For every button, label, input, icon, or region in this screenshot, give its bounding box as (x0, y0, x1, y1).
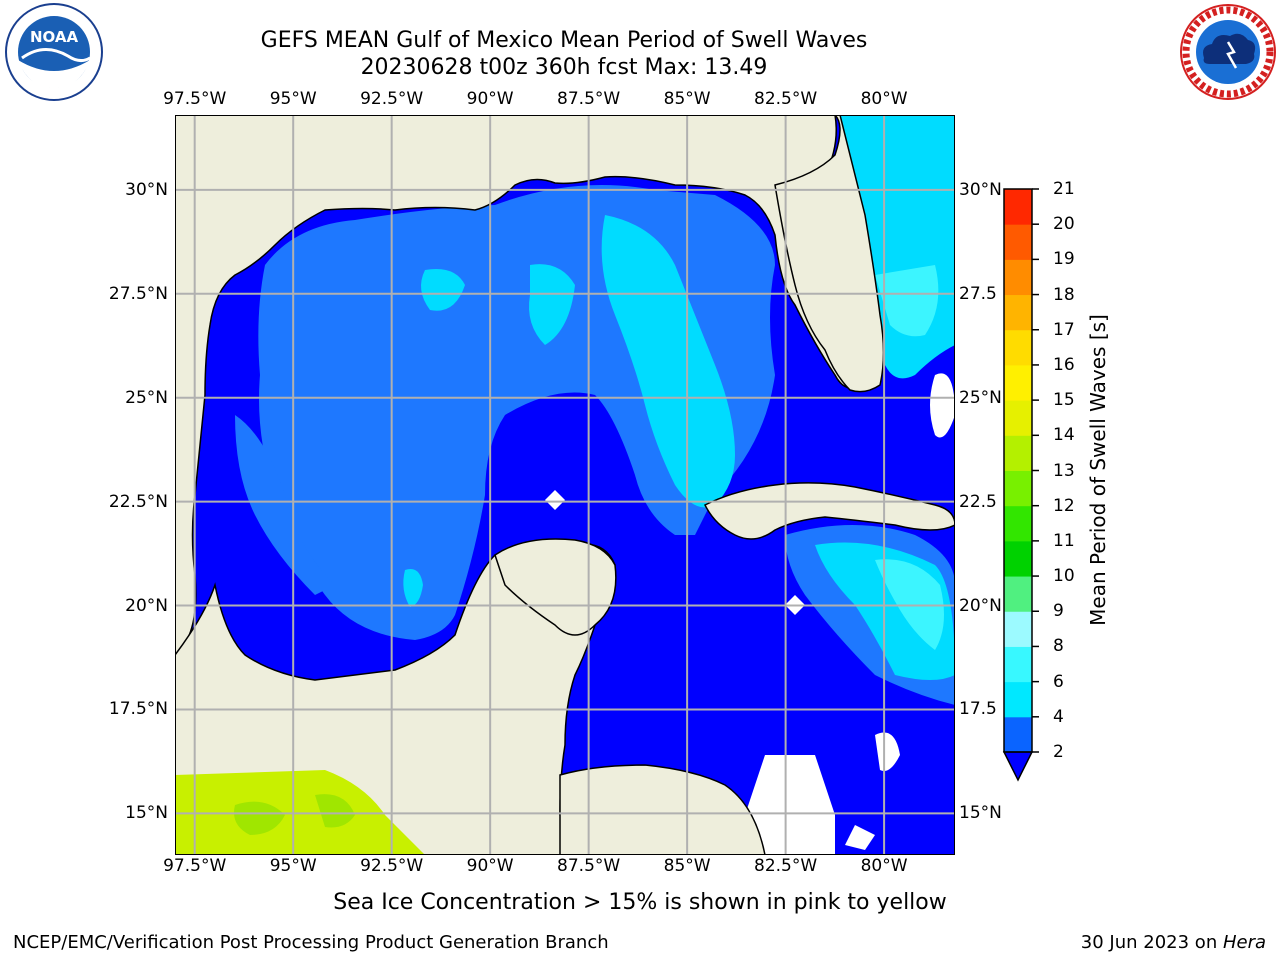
colorbar-tick-label: 11 (1053, 530, 1075, 551)
longitude-tick-label: 82.5°W (754, 856, 818, 876)
svg-text:NOAA: NOAA (30, 28, 79, 46)
colorbar-tick-label: 15 (1053, 390, 1075, 411)
colorbar-segment (1004, 435, 1032, 471)
colorbar-tick-label: 12 (1053, 495, 1075, 516)
latitude-tick-label: 25°N (959, 387, 1002, 408)
longitude-tick-label: 80°W (860, 856, 908, 876)
colorbar-tick-label: 19 (1053, 249, 1075, 270)
chart-title-line1: GEFS MEAN Gulf of Mexico Mean Period of … (260, 28, 868, 53)
colorbar-label: Mean Period of Swell Waves [s] (1086, 314, 1110, 626)
colorbar-tick-label: 4 (1053, 706, 1064, 727)
longitude-tick-label: 82.5°W (754, 89, 818, 109)
colorbar-tick-label: 16 (1053, 354, 1075, 375)
colorbar-extend-arrow (1002, 751, 1034, 782)
swell-region-6-8 (601, 215, 735, 508)
credit-text: NCEP/EMC/Verification Post Processing Pr… (13, 932, 609, 953)
colorbar-segment (1004, 400, 1032, 436)
noaa-logo: NOAA (5, 3, 103, 101)
colorbar-segment (1004, 611, 1032, 647)
colorbar (1002, 188, 1039, 782)
longitude-tick-label: 97.5°W (163, 856, 227, 876)
colorbar-segment (1004, 224, 1032, 260)
colorbar-segment (1004, 540, 1032, 577)
machine-name: Hera (1222, 932, 1266, 953)
latitude-tick-label: 17.5 (959, 699, 997, 720)
map-plot (175, 115, 955, 855)
colorbar-tick-label: 10 (1053, 566, 1075, 587)
colorbar-segment (1004, 189, 1032, 225)
latitude-tick-label: 20°N (125, 595, 168, 616)
latitude-tick-label: 30°N (959, 179, 1002, 200)
colorbar-segment (1004, 716, 1032, 753)
longitude-tick-label: 97.5°W (163, 89, 227, 109)
colorbar-tick-label: 8 (1053, 636, 1064, 657)
longitude-tick-label: 95°W (269, 856, 317, 876)
latitude-tick-label: 27.5 (959, 283, 997, 304)
longitude-tick-label: 95°W (269, 89, 317, 109)
land-cuba (703, 482, 955, 540)
latitude-tick-label: 25°N (125, 387, 168, 408)
graticule (175, 115, 955, 855)
colorbar-tick-label: 20 (1053, 214, 1075, 235)
chart-title-line2: 20230628 t00z 360h fcst Max: 13.49 (360, 55, 768, 80)
colorbar-segment (1004, 259, 1032, 296)
colorbar-tick-label: 14 (1053, 425, 1075, 446)
colorbar-tick-label: 17 (1053, 319, 1075, 340)
colorbar-tick-label: 13 (1053, 460, 1075, 481)
longitude-tick-label: 90°W (466, 856, 514, 876)
longitude-tick-label: 85°W (663, 856, 711, 876)
latitude-tick-label: 27.5°N (108, 283, 168, 304)
latitude-tick-label: 22.5°N (108, 491, 168, 512)
longitude-tick-label: 92.5°W (360, 89, 424, 109)
latitude-tick-label: 17.5°N (108, 699, 168, 720)
colorbar-segment (1004, 576, 1032, 612)
colorbar-segment (1004, 470, 1032, 507)
colorbar-tick-label: 2 (1053, 742, 1064, 762)
colorbar-segment (1004, 681, 1032, 718)
colorbar-segment (1004, 364, 1032, 401)
colorbar-segment (1004, 294, 1032, 331)
latitude-tick-label: 20°N (959, 595, 1002, 616)
latitude-tick-label: 30°N (125, 179, 168, 200)
colorbar-segment (1004, 329, 1032, 366)
longitude-tick-label: 90°W (466, 89, 514, 109)
longitude-tick-label: 87.5°W (557, 89, 621, 109)
latitude-tick-label: 15°N (125, 803, 168, 824)
longitude-tick-label: 80°W (860, 89, 908, 109)
colorbar-segment (1004, 646, 1032, 683)
colorbar-tick-label: 6 (1053, 671, 1064, 692)
longitude-tick-label: 85°W (663, 89, 711, 109)
colorbar-tick-label: 21 (1053, 179, 1075, 199)
longitude-tick-label: 92.5°W (360, 856, 424, 876)
colorbar-tick-label: 18 (1053, 284, 1075, 305)
latitude-tick-label: 22.5 (959, 491, 997, 512)
nws-logo (1180, 4, 1276, 100)
colorbar-tick-label: 9 (1053, 601, 1064, 622)
date-text: 30 Jun 2023 on (1080, 932, 1223, 953)
latitude-tick-label: 15°N (959, 803, 1002, 824)
sea-ice-note: Sea Ice Concentration > 15% is shown in … (333, 890, 947, 915)
date-stamp: 30 Jun 2023 on Hera (1081, 932, 1266, 953)
longitude-tick-label: 87.5°W (557, 856, 621, 876)
colorbar-segment (1004, 505, 1032, 542)
